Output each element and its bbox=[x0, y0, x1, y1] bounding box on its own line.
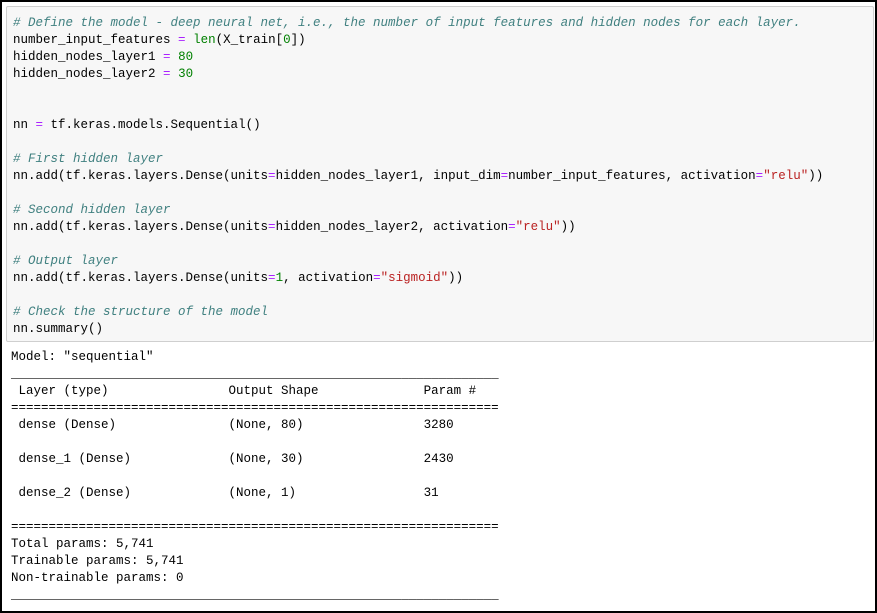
code-token: # Define the model - deep neural net, i.… bbox=[13, 16, 801, 30]
code-token: hidden_nodes_layer2 bbox=[13, 67, 164, 81]
code-token: = bbox=[163, 67, 171, 81]
code-token bbox=[171, 50, 179, 64]
code-line bbox=[13, 134, 823, 151]
code-line bbox=[13, 100, 823, 117]
code-token: nn.add(tf.keras.layers.Dense(units bbox=[13, 169, 269, 183]
code-line: nn.add(tf.keras.layers.Dense(units=1, ac… bbox=[13, 270, 823, 287]
code-token: nn.add(tf.keras.layers.Dense(units bbox=[13, 220, 269, 234]
output-line: dense_2 (Dense) (None, 1) 31 bbox=[11, 486, 499, 500]
output-line: ========================================… bbox=[11, 520, 499, 534]
code-line: # Output layer bbox=[13, 253, 823, 270]
code-token: )) bbox=[448, 271, 464, 285]
code-token: 30 bbox=[178, 67, 194, 81]
code-line: # Check the structure of the model bbox=[13, 304, 823, 321]
code-token: (X_train[ bbox=[215, 33, 284, 47]
output-line: Layer (type) Output Shape Param # bbox=[11, 384, 499, 398]
code-token: = bbox=[508, 220, 516, 234]
code-line: nn.add(tf.keras.layers.Dense(units=hidde… bbox=[13, 168, 823, 185]
output-line: Model: "sequential" bbox=[11, 350, 154, 364]
code-token: hidden_nodes_layer1 bbox=[13, 50, 164, 64]
code-token: nn bbox=[13, 118, 36, 132]
code-token: hidden_nodes_layer1, input_dim bbox=[275, 169, 501, 183]
code-token: = bbox=[500, 169, 509, 183]
code-line bbox=[13, 83, 823, 100]
code-line bbox=[13, 287, 823, 304]
code-token: tf.keras.models.Sequential() bbox=[43, 118, 261, 132]
code-token: # Second hidden layer bbox=[13, 203, 171, 217]
code-token: # Output layer bbox=[13, 254, 119, 268]
code-token: = bbox=[373, 271, 381, 285]
code-token: number_input_features, activation bbox=[508, 169, 756, 183]
output-line bbox=[11, 434, 499, 451]
code-token: )) bbox=[560, 220, 576, 234]
code-token: "sigmoid" bbox=[380, 271, 449, 285]
code-token: = bbox=[35, 118, 44, 132]
code-token: nn.add(tf.keras.layers.Dense(units bbox=[13, 271, 269, 285]
output-line: Non-trainable params: 0 bbox=[11, 571, 184, 585]
output-line: ________________________________________… bbox=[11, 367, 499, 381]
code-token bbox=[186, 33, 194, 47]
code-editor[interactable]: # Define the model - deep neural net, i.… bbox=[13, 15, 823, 338]
code-token: = bbox=[755, 169, 764, 183]
code-token: # First hidden layer bbox=[13, 152, 164, 166]
code-token: = bbox=[268, 271, 276, 285]
code-line: hidden_nodes_layer2 = 30 bbox=[13, 66, 823, 83]
code-line: nn = tf.keras.models.Sequential() bbox=[13, 117, 823, 134]
output-line: dense_1 (Dense) (None, 30) 2430 bbox=[11, 452, 499, 466]
code-line: number_input_features = len(X_train[0]) bbox=[13, 32, 823, 49]
output-line bbox=[11, 468, 499, 485]
code-token: number_input_features bbox=[13, 33, 179, 47]
cell-output: Model: "sequential" _____________________… bbox=[11, 349, 499, 604]
output-line: ========================================… bbox=[11, 401, 499, 415]
code-line: hidden_nodes_layer1 = 80 bbox=[13, 49, 823, 66]
code-token: )) bbox=[808, 169, 824, 183]
output-line: dense (Dense) (None, 80) 3280 bbox=[11, 418, 499, 432]
code-token: "relu" bbox=[515, 220, 561, 234]
code-line: nn.add(tf.keras.layers.Dense(units=hidde… bbox=[13, 219, 823, 236]
code-token: = bbox=[178, 33, 186, 47]
code-line: nn.summary() bbox=[13, 321, 823, 338]
code-line bbox=[13, 185, 823, 202]
output-line: ________________________________________… bbox=[11, 588, 499, 602]
code-token: nn.summary() bbox=[13, 322, 104, 336]
code-token: = bbox=[268, 220, 276, 234]
code-token: len bbox=[193, 33, 216, 47]
code-token bbox=[171, 67, 179, 81]
code-token: 1 bbox=[275, 271, 284, 285]
output-line: Trainable params: 5,741 bbox=[11, 554, 184, 568]
code-line bbox=[13, 236, 823, 253]
code-token: "relu" bbox=[763, 169, 809, 183]
code-token: , activation bbox=[283, 271, 374, 285]
code-token: = bbox=[163, 50, 171, 64]
code-token: hidden_nodes_layer2, activation bbox=[275, 220, 509, 234]
code-cell[interactable]: # Define the model - deep neural net, i.… bbox=[6, 6, 874, 342]
code-line: # Second hidden layer bbox=[13, 202, 823, 219]
code-line: # Define the model - deep neural net, i.… bbox=[13, 15, 823, 32]
code-token: = bbox=[268, 169, 276, 183]
output-line: Total params: 5,741 bbox=[11, 537, 154, 551]
code-token: 80 bbox=[178, 50, 194, 64]
output-line bbox=[11, 502, 499, 519]
code-line: # First hidden layer bbox=[13, 151, 823, 168]
code-token: 0 bbox=[283, 33, 291, 47]
code-token: ]) bbox=[290, 33, 306, 47]
code-token: # Check the structure of the model bbox=[13, 305, 269, 319]
